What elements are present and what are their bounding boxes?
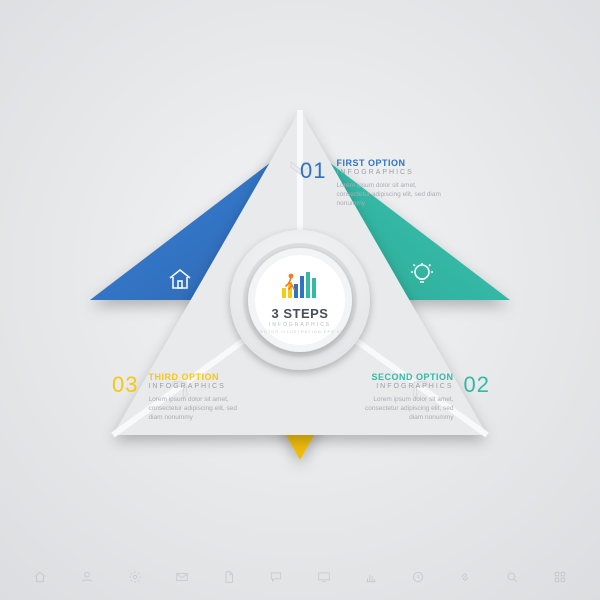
- step-03-title: THIRD OPTION: [148, 372, 242, 382]
- home-icon: [33, 570, 47, 584]
- step-03-body: Lorem ipsum dolor sit amet, consectetur …: [148, 396, 242, 422]
- step-03: 03 THIRD OPTION INFOGRAPHICS Lorem ipsum…: [112, 372, 242, 422]
- grid-icon: [553, 570, 567, 584]
- link-icon: [458, 570, 472, 584]
- step-03-number: 03: [112, 372, 138, 398]
- tv-icon: [317, 570, 331, 584]
- star-diagram: [0, 0, 600, 600]
- step-02-number: 02: [464, 372, 490, 398]
- footer-icon-row: [0, 570, 600, 584]
- search-icon: [505, 570, 519, 584]
- step-01-sub: INFOGRAPHICS: [336, 169, 450, 176]
- center-medallion: [230, 230, 370, 370]
- chat-icon: [269, 570, 283, 584]
- step-02-body: Lorem ipsum dolor sit amet, consectetur …: [360, 396, 454, 422]
- user-icon: [80, 570, 94, 584]
- infographic-stage: 3 STEPS INFOGRAPHICS VECTOR ILLUSTRATION…: [0, 0, 600, 600]
- step-02: 02 SECOND OPTION INFOGRAPHICS Lorem ipsu…: [360, 372, 490, 422]
- step-02-title: SECOND OPTION: [360, 372, 454, 382]
- center-version: VECTOR ILLUSTRATION EPS 10: [257, 329, 344, 334]
- bars-icon: [364, 570, 378, 584]
- step-03-sub: INFOGRAPHICS: [148, 383, 242, 390]
- step-01: 01 FIRST OPTION INFOGRAPHICS Lorem ipsum…: [300, 158, 450, 208]
- doc-icon: [222, 570, 236, 584]
- gear-icon: [128, 570, 142, 584]
- center-title-text: 3 STEPS: [257, 306, 344, 321]
- mail-icon: [175, 570, 189, 584]
- center-title: 3 STEPS INFOGRAPHICS VECTOR ILLUSTRATION…: [257, 306, 344, 334]
- step-01-title: FIRST OPTION: [336, 158, 450, 168]
- step-02-sub: INFOGRAPHICS: [360, 383, 454, 390]
- step-01-number: 01: [300, 158, 326, 184]
- step-01-body: Lorem ipsum dolor sit amet, consectetur …: [336, 182, 450, 208]
- center-subtitle: INFOGRAPHICS: [257, 322, 344, 328]
- clock-icon: [411, 570, 425, 584]
